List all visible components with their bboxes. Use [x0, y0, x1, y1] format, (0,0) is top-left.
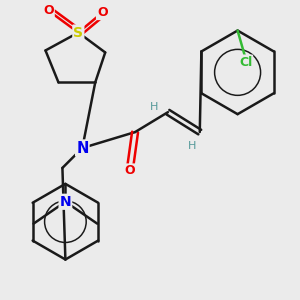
Text: Cl: Cl	[239, 56, 252, 68]
Text: H: H	[150, 102, 159, 112]
Text: O: O	[43, 4, 54, 17]
Text: O: O	[125, 164, 135, 177]
Text: N: N	[60, 195, 71, 209]
Text: H: H	[188, 140, 196, 151]
Text: O: O	[97, 6, 107, 19]
Text: S: S	[73, 26, 83, 40]
Text: N: N	[76, 140, 88, 155]
